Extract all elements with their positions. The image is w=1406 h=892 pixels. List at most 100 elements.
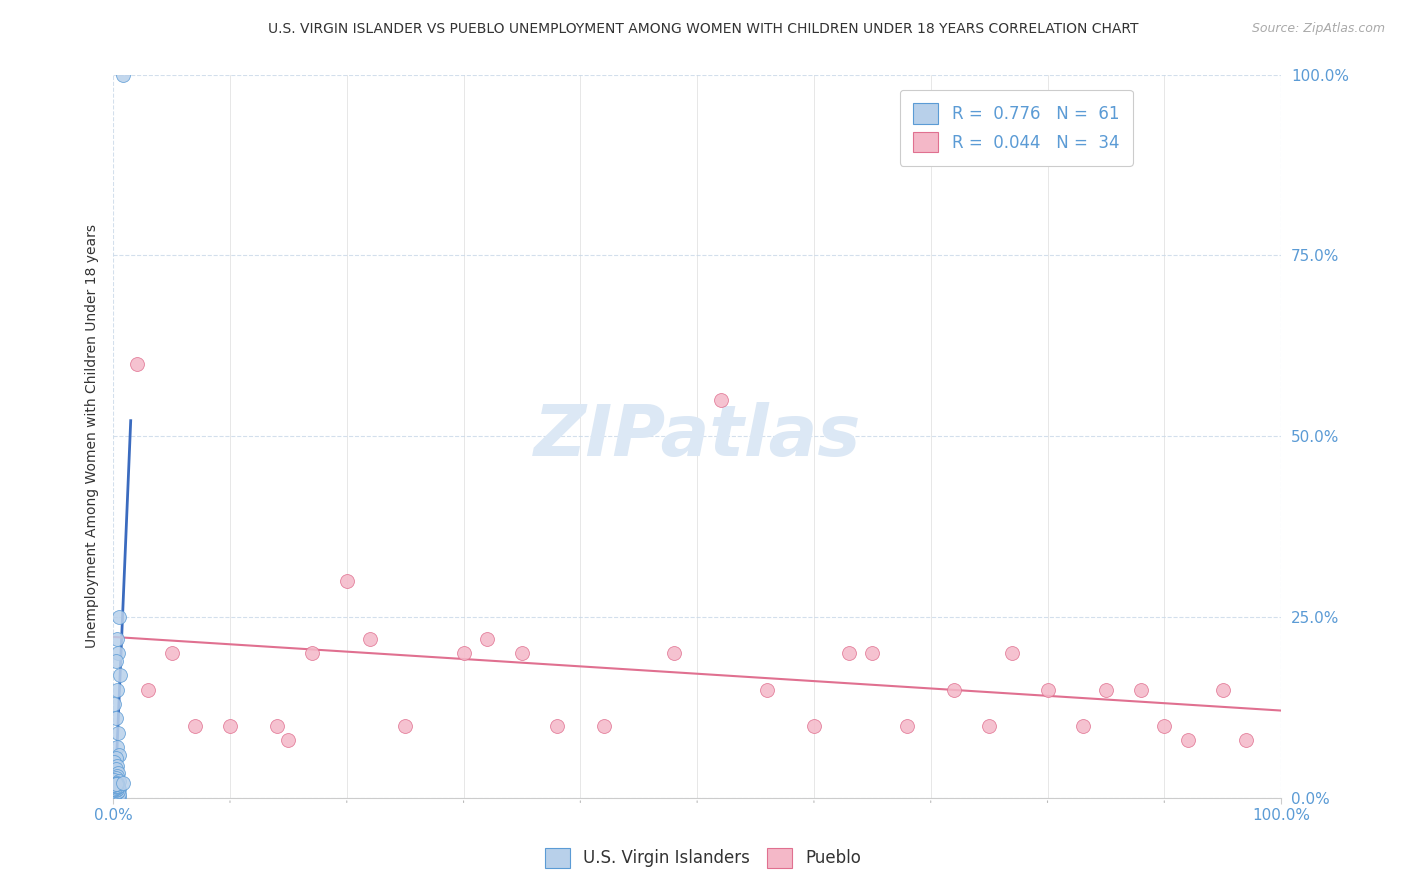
Point [1095,682,1118,697]
Point [136,682,159,697]
Point [709,393,731,408]
Point [105,782,128,797]
Point [105,790,128,805]
Point [104,790,127,805]
Point [108,782,131,797]
Point [104,762,127,776]
Point [104,751,127,765]
Point [105,740,128,755]
Point [105,776,128,790]
Point [111,776,134,790]
Point [977,719,1000,733]
Point [103,781,125,796]
Point [336,574,359,588]
Point [860,646,883,660]
Point [108,668,131,682]
Point [105,783,128,797]
Point [104,776,127,790]
Point [219,719,242,733]
Point [1036,682,1059,697]
Point [105,787,128,801]
Point [103,778,125,792]
Y-axis label: Unemployment Among Women with Children Under 18 years: Unemployment Among Women with Children U… [86,224,100,648]
Point [803,719,825,733]
Point [756,682,779,697]
Point [1212,682,1234,697]
Point [105,780,128,795]
Point [1234,733,1257,747]
Point [546,719,568,733]
Point [108,747,131,762]
Point [103,789,125,804]
Point [105,789,128,803]
Point [103,778,125,792]
Point [1177,733,1199,747]
Point [359,632,381,646]
Point [103,784,125,798]
Text: Source: ZipAtlas.com: Source: ZipAtlas.com [1251,22,1385,36]
Point [107,785,129,799]
Point [108,787,131,801]
Point [103,772,125,787]
Point [104,784,127,798]
Point [160,646,183,660]
Point [105,769,128,783]
Point [105,784,128,798]
Point [266,719,288,733]
Point [104,654,127,668]
Legend: U.S. Virgin Islanders, Pueblo: U.S. Virgin Islanders, Pueblo [538,841,868,875]
Point [896,719,918,733]
Point [943,682,966,697]
Point [105,632,128,646]
Point [103,785,125,799]
Point [107,780,129,794]
Text: U.S. VIRGIN ISLANDER VS PUEBLO UNEMPLOYMENT AMONG WOMEN WITH CHILDREN UNDER 18 Y: U.S. VIRGIN ISLANDER VS PUEBLO UNEMPLOYM… [267,22,1139,37]
Point [184,719,207,733]
Point [277,733,299,747]
Point [104,786,127,800]
Point [1153,719,1175,733]
Point [107,726,129,740]
Point [104,783,127,797]
Point [105,788,128,802]
Point [103,697,125,711]
Point [105,780,128,795]
Point [107,765,129,780]
Point [125,357,148,371]
Point [394,719,416,733]
Point [107,646,129,660]
Point [662,646,685,660]
Point [107,784,129,798]
Point [107,789,129,804]
Point [105,758,128,772]
Point [105,682,128,697]
Point [592,719,614,733]
Point [104,786,127,800]
Point [105,777,128,791]
Point [107,789,129,803]
Point [301,646,323,660]
Text: ZIPatlas: ZIPatlas [533,401,860,471]
Point [108,610,131,624]
Point [104,711,127,725]
Point [510,646,533,660]
Point [103,788,125,802]
Point [107,780,129,794]
Point [108,790,131,805]
Point [108,774,131,789]
Point [453,646,475,660]
Legend: R =  0.776   N =  61, R =  0.044   N =  34: R = 0.776 N = 61, R = 0.044 N = 34 [900,90,1133,166]
Point [1001,646,1024,660]
Point [104,779,127,793]
Point [103,755,125,769]
Point [104,781,127,796]
Point [104,788,127,802]
Point [104,788,127,802]
Point [475,632,498,646]
Point [111,68,134,82]
Point [1129,682,1152,697]
Point [104,771,127,785]
Point [104,776,127,790]
Point [838,646,860,660]
Point [1071,719,1094,733]
